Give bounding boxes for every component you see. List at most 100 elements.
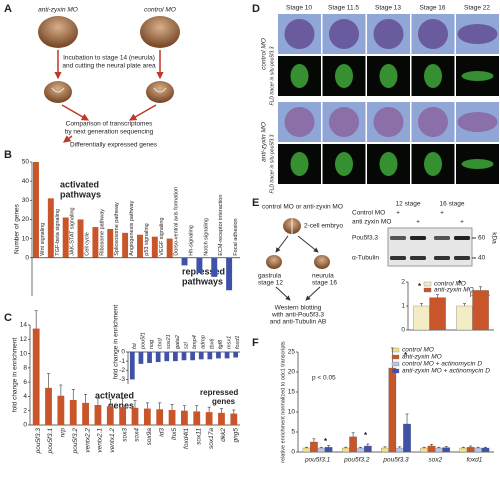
annotation: p < 0.05: [312, 375, 336, 382]
bar: [193, 411, 201, 425]
annotation: activated: [95, 390, 134, 400]
fluorescence: [424, 152, 442, 176]
bar: [181, 257, 188, 266]
fluorescence: [461, 159, 494, 169]
arrow: [63, 135, 73, 143]
fluorescence: [461, 71, 494, 81]
stage-label: Stage 16: [419, 5, 445, 12]
category-label: Angiogenesis pathway: [129, 200, 135, 255]
bar: [190, 352, 195, 361]
category-label: nog: [149, 339, 155, 349]
band: [390, 236, 406, 240]
bar: [122, 232, 129, 258]
category-label: id3: [158, 428, 165, 437]
stage-label: Stage 11.5: [328, 5, 359, 12]
annotation: *: [458, 279, 462, 288]
bar: [302, 447, 311, 453]
label: 16 stage: [440, 201, 465, 208]
category-label: Dorso-ventral axis formation: [174, 187, 180, 256]
bar: [69, 400, 77, 425]
y-tick-label: -1: [119, 358, 125, 365]
arrow: [297, 235, 319, 253]
category-label: bmp4: [192, 335, 198, 349]
legend-label: anti-zyxin MO + actinomycin D: [402, 368, 490, 375]
category-label: ECM-receptor interaction: [218, 195, 224, 256]
legend-swatch: [391, 354, 400, 360]
bar: [341, 447, 350, 453]
stage-label: Stage 13: [375, 5, 401, 12]
bar: [466, 447, 475, 453]
arrow: [275, 286, 291, 301]
band: [454, 236, 470, 240]
panel-label: A: [4, 3, 12, 15]
legend-swatch: [423, 281, 432, 287]
category-label: gata2: [175, 335, 181, 349]
step: by next generation sequencing: [65, 129, 154, 136]
bar: [205, 412, 213, 425]
embryo: [284, 107, 315, 137]
y-tick-label: 12: [20, 336, 28, 343]
bar: [196, 257, 203, 274]
bar: [151, 236, 158, 258]
annotation: repressed: [182, 266, 225, 276]
y-tick-label: 10: [22, 235, 30, 242]
bar: [459, 447, 468, 453]
y-tick-label: 8: [23, 365, 27, 372]
category-label: Cell cycle: [84, 232, 90, 256]
embryo: [266, 255, 282, 269]
fluorescence: [379, 64, 398, 88]
bar: [413, 305, 430, 331]
category-label: dkk2: [220, 428, 227, 442]
bar: [427, 445, 436, 453]
band: [434, 236, 450, 240]
annotation: pathways: [182, 276, 223, 286]
panel-label: D: [252, 3, 260, 15]
arrow: [61, 104, 90, 121]
category-label: foxd1: [235, 336, 241, 349]
bar: [57, 395, 65, 425]
bar: [155, 352, 161, 363]
category-label: ventx2.2: [84, 428, 91, 453]
label: 2-cell embryo: [304, 223, 343, 230]
embryo: [418, 19, 448, 49]
annotation: genes: [108, 400, 134, 410]
y-tick-label: 10: [288, 409, 296, 416]
bar: [349, 436, 357, 453]
bar: [230, 413, 238, 425]
category-label: fgf8: [218, 339, 224, 349]
category-label: gng5: [233, 428, 240, 443]
bar: [356, 447, 365, 453]
y-tick-label: 10: [20, 350, 28, 357]
legend-swatch: [391, 368, 400, 374]
panel-label: E: [252, 197, 259, 209]
annotation: activated: [60, 179, 99, 189]
y-tick-label: 0: [401, 327, 405, 334]
category-label: pou5f3.2: [72, 428, 79, 455]
x-tick-label: foxd1: [466, 457, 482, 464]
category-label: fst: [132, 343, 138, 349]
y-tick-label: 2: [23, 407, 27, 414]
label: anti zyxin MO: [352, 219, 391, 226]
stage-label: Stage 10: [286, 5, 312, 12]
row-label: anti-zyxin MO: [261, 122, 268, 162]
y-tick-label: 30: [22, 197, 30, 204]
arrow: [275, 235, 289, 253]
bar: [168, 410, 176, 425]
embryo: [418, 107, 448, 137]
y-axis-label: fold change in enrichment: [113, 305, 120, 380]
annotation: genes: [212, 397, 236, 406]
y-tick-label: 20: [22, 216, 30, 223]
legend-label: anti-zyxin MO: [402, 354, 442, 361]
category-label: szl: [183, 342, 189, 350]
bar: [92, 227, 99, 258]
result: Differentially expressed genes: [70, 142, 158, 149]
category-label: foxd4l1: [183, 428, 190, 449]
legend-swatch: [391, 361, 400, 367]
category-label: Focal adhesion: [233, 218, 239, 255]
bar: [32, 328, 40, 425]
bar: [435, 447, 443, 453]
bar: [481, 447, 490, 453]
bar: [472, 290, 489, 331]
bar: [324, 447, 333, 453]
